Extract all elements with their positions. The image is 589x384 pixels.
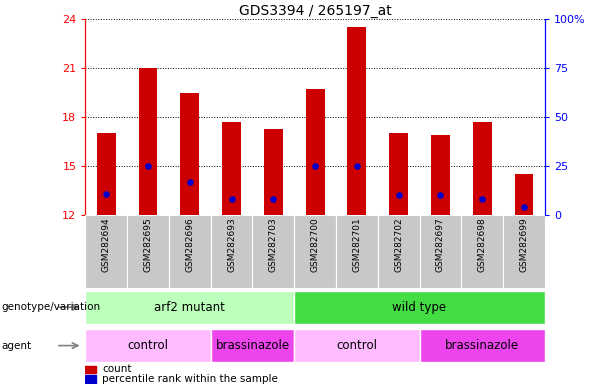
- Bar: [419, 329, 545, 362]
- Bar: [211, 215, 253, 288]
- Point: [101, 191, 111, 197]
- Bar: [348, 27, 366, 215]
- Text: GSM282700: GSM282700: [310, 217, 320, 272]
- Bar: [461, 215, 503, 288]
- Text: GSM282702: GSM282702: [394, 217, 403, 272]
- Bar: [473, 122, 492, 215]
- Point: [478, 196, 487, 202]
- Text: control: control: [336, 339, 378, 352]
- Text: GSM282699: GSM282699: [519, 217, 528, 272]
- Point: [185, 179, 194, 185]
- Bar: [85, 215, 127, 288]
- Bar: [127, 215, 169, 288]
- Point: [269, 196, 278, 202]
- Text: GSM282696: GSM282696: [186, 217, 194, 272]
- Point: [352, 163, 362, 169]
- Point: [519, 204, 529, 210]
- Bar: [85, 366, 97, 373]
- Text: GSM282695: GSM282695: [144, 217, 153, 272]
- Text: agent: agent: [1, 341, 31, 351]
- Text: GSM282697: GSM282697: [436, 217, 445, 272]
- Text: brassinazole: brassinazole: [445, 339, 519, 352]
- Bar: [294, 291, 545, 324]
- Bar: [85, 329, 211, 362]
- Point: [394, 192, 403, 199]
- Point: [143, 163, 153, 169]
- Bar: [419, 215, 461, 288]
- Point: [310, 163, 320, 169]
- Text: arf2 mutant: arf2 mutant: [154, 301, 225, 314]
- Text: wild type: wild type: [392, 301, 446, 314]
- Title: GDS3394 / 265197_at: GDS3394 / 265197_at: [239, 4, 392, 18]
- Text: brassinazole: brassinazole: [216, 339, 290, 352]
- Bar: [180, 93, 199, 215]
- Bar: [264, 129, 283, 215]
- Bar: [211, 329, 294, 362]
- Bar: [515, 174, 534, 215]
- Bar: [222, 122, 241, 215]
- Bar: [306, 89, 325, 215]
- Bar: [294, 329, 419, 362]
- Bar: [431, 135, 450, 215]
- Bar: [389, 134, 408, 215]
- Bar: [253, 215, 294, 288]
- Bar: [138, 68, 157, 215]
- Text: GSM282693: GSM282693: [227, 217, 236, 272]
- Point: [227, 196, 236, 202]
- Text: count: count: [102, 364, 131, 374]
- Text: GSM282694: GSM282694: [102, 217, 111, 272]
- Point: [436, 192, 445, 199]
- Text: GSM282703: GSM282703: [269, 217, 278, 272]
- Text: percentile rank within the sample: percentile rank within the sample: [102, 374, 278, 384]
- Bar: [169, 215, 211, 288]
- Bar: [294, 215, 336, 288]
- Bar: [336, 215, 378, 288]
- Text: control: control: [128, 339, 168, 352]
- Bar: [97, 134, 115, 215]
- Bar: [503, 215, 545, 288]
- Bar: [85, 291, 294, 324]
- Text: genotype/variation: genotype/variation: [1, 302, 100, 312]
- Text: GSM282701: GSM282701: [352, 217, 362, 272]
- Text: GSM282698: GSM282698: [478, 217, 487, 272]
- Bar: [378, 215, 419, 288]
- Bar: [85, 376, 97, 382]
